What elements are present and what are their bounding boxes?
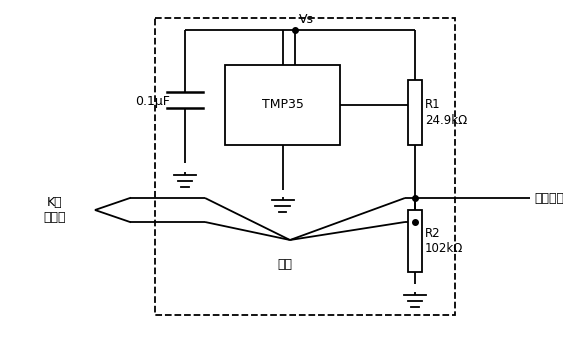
Bar xyxy=(408,210,422,272)
Text: 补偿后的电势: 补偿后的电势 xyxy=(534,192,563,204)
Text: TMP35: TMP35 xyxy=(262,98,303,112)
Text: Vs: Vs xyxy=(299,13,314,26)
Text: R2
102kΩ: R2 102kΩ xyxy=(425,227,463,255)
Text: K型
热电偶: K型 热电偶 xyxy=(44,196,66,224)
Text: R1
24.9kΩ: R1 24.9kΩ xyxy=(425,98,467,126)
Bar xyxy=(155,18,455,315)
Text: 0.1μF: 0.1μF xyxy=(135,96,170,108)
Bar xyxy=(225,65,340,145)
Bar xyxy=(408,80,422,145)
Text: 冷端: 冷端 xyxy=(278,258,293,271)
